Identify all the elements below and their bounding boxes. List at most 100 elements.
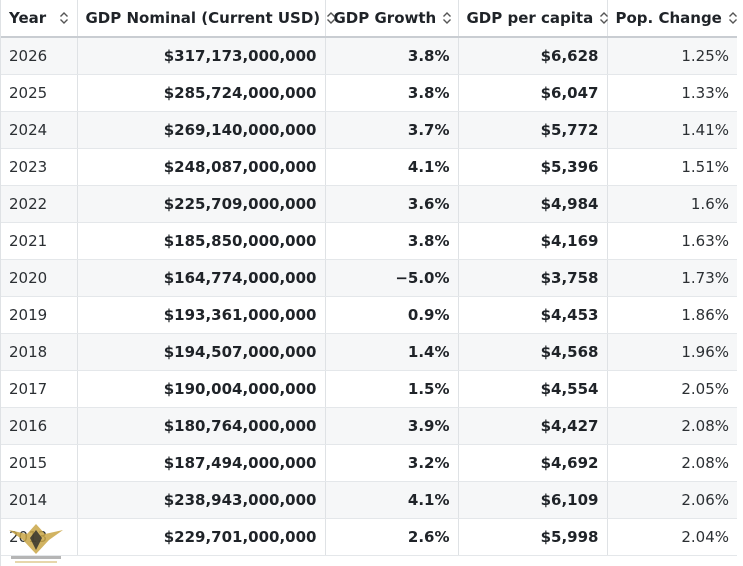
cell-gdp-nominal: $193,361,000,000 bbox=[77, 296, 326, 334]
table-row[interactable]: 2021 $185,850,000,000 3.8% $4,169 1.63% bbox=[1, 222, 737, 260]
cell-gdp-growth: 3.8% bbox=[325, 37, 459, 75]
cell-gdp-nominal: $229,701,000,000 bbox=[77, 518, 326, 556]
cell-gdp-per-capita: $4,427 bbox=[458, 407, 608, 445]
cell-gdp-nominal: $238,943,000,000 bbox=[77, 481, 326, 519]
cell-gdp-growth: 3.2% bbox=[325, 444, 459, 482]
cell-pop-change: 2.08% bbox=[607, 407, 737, 445]
cell-year: 2013 bbox=[1, 518, 78, 556]
cell-pop-change: 1.33% bbox=[607, 74, 737, 112]
cell-pop-change: 2.08% bbox=[607, 444, 737, 482]
cell-year: 2014 bbox=[1, 481, 78, 519]
gdp-data-table: Year GDP Nominal (Current USD) GDP Growth G… bbox=[1, 0, 737, 556]
cell-gdp-per-capita: $5,396 bbox=[458, 148, 608, 186]
cell-year: 2024 bbox=[1, 111, 78, 149]
cell-pop-change: 1.63% bbox=[607, 222, 737, 260]
column-header-year[interactable]: Year bbox=[1, 0, 78, 38]
cell-gdp-per-capita: $4,984 bbox=[458, 185, 608, 223]
cell-pop-change: 1.51% bbox=[607, 148, 737, 186]
sort-updown-icon[interactable] bbox=[599, 11, 609, 25]
column-header-label: Pop. Change bbox=[615, 9, 722, 27]
column-header-label: GDP Growth bbox=[333, 9, 437, 27]
cell-gdp-growth: 3.9% bbox=[325, 407, 459, 445]
sort-updown-icon[interactable] bbox=[326, 11, 336, 25]
cell-gdp-nominal: $190,004,000,000 bbox=[77, 370, 326, 408]
cell-pop-change: 1.6% bbox=[607, 185, 737, 223]
cell-gdp-nominal: $317,173,000,000 bbox=[77, 37, 326, 75]
cell-gdp-per-capita: $6,109 bbox=[458, 481, 608, 519]
cell-gdp-nominal: $194,507,000,000 bbox=[77, 333, 326, 371]
table-row[interactable]: 2024 $269,140,000,000 3.7% $5,772 1.41% bbox=[1, 111, 737, 149]
table-row[interactable]: 2020 $164,774,000,000 −5.0% $3,758 1.73% bbox=[1, 259, 737, 297]
column-header-label: GDP per capita bbox=[466, 9, 594, 27]
table-row[interactable]: 2017 $190,004,000,000 1.5% $4,554 2.05% bbox=[1, 370, 737, 408]
table-row[interactable]: 2023 $248,087,000,000 4.1% $5,396 1.51% bbox=[1, 148, 737, 186]
sort-updown-icon[interactable] bbox=[442, 11, 452, 25]
cell-year: 2026 bbox=[1, 37, 78, 75]
sort-updown-icon[interactable] bbox=[59, 11, 69, 25]
cell-gdp-nominal: $225,709,000,000 bbox=[77, 185, 326, 223]
cell-gdp-nominal: $185,850,000,000 bbox=[77, 222, 326, 260]
cell-gdp-nominal: $248,087,000,000 bbox=[77, 148, 326, 186]
column-header-gdp[interactable]: GDP Nominal (Current USD) bbox=[77, 0, 336, 38]
cell-gdp-per-capita: $4,554 bbox=[458, 370, 608, 408]
cell-year: 2023 bbox=[1, 148, 78, 186]
cell-gdp-per-capita: $3,758 bbox=[458, 259, 608, 297]
cell-gdp-per-capita: $4,453 bbox=[458, 296, 608, 334]
table-row[interactable]: 2025 $285,724,000,000 3.8% $6,047 1.33% bbox=[1, 74, 737, 112]
cell-gdp-growth: 4.1% bbox=[325, 481, 459, 519]
cell-pop-change: 2.04% bbox=[607, 518, 737, 556]
column-header-pop-change[interactable]: Pop. Change bbox=[607, 0, 737, 38]
table-row[interactable]: 2026 $317,173,000,000 3.8% $6,628 1.25% bbox=[1, 37, 737, 75]
column-header-inner: GDP per capita bbox=[466, 9, 609, 27]
cell-gdp-growth: 3.7% bbox=[325, 111, 459, 149]
column-header-inner: Pop. Change bbox=[615, 9, 737, 27]
sort-updown-icon[interactable] bbox=[728, 11, 738, 25]
cell-gdp-growth: 3.8% bbox=[325, 74, 459, 112]
cell-gdp-per-capita: $6,628 bbox=[458, 37, 608, 75]
table-row[interactable]: 2022 $225,709,000,000 3.6% $4,984 1.6% bbox=[1, 185, 737, 223]
column-header-per-capita[interactable]: GDP per capita bbox=[458, 0, 609, 38]
column-header-growth[interactable]: GDP Growth bbox=[325, 0, 459, 38]
cell-pop-change: 2.06% bbox=[607, 481, 737, 519]
cell-gdp-nominal: $164,774,000,000 bbox=[77, 259, 326, 297]
cell-gdp-nominal: $285,724,000,000 bbox=[77, 74, 326, 112]
cell-gdp-growth: 3.6% bbox=[325, 185, 459, 223]
cell-year: 2020 bbox=[1, 259, 78, 297]
cell-gdp-growth: 0.9% bbox=[325, 296, 459, 334]
table-header: Year GDP Nominal (Current USD) GDP Growth G… bbox=[1, 0, 737, 38]
column-header-inner: GDP Nominal (Current USD) bbox=[86, 9, 336, 27]
cell-gdp-per-capita: $4,169 bbox=[458, 222, 608, 260]
cell-gdp-growth: −5.0% bbox=[325, 259, 459, 297]
table-body: 2026 $317,173,000,000 3.8% $6,628 1.25% 2025 $… bbox=[1, 37, 737, 556]
cell-pop-change: 1.73% bbox=[607, 259, 737, 297]
cell-gdp-nominal: $187,494,000,000 bbox=[77, 444, 326, 482]
cell-gdp-growth: 1.4% bbox=[325, 333, 459, 371]
cell-gdp-per-capita: $4,692 bbox=[458, 444, 608, 482]
table-row[interactable]: 2016 $180,764,000,000 3.9% $4,427 2.08% bbox=[1, 407, 737, 445]
cell-gdp-growth: 3.8% bbox=[325, 222, 459, 260]
table-row[interactable]: 2015 $187,494,000,000 3.2% $4,692 2.08% bbox=[1, 444, 737, 482]
cell-pop-change: 1.41% bbox=[607, 111, 737, 149]
table-row[interactable]: 2014 $238,943,000,000 4.1% $6,109 2.06% bbox=[1, 481, 737, 519]
cell-year: 2015 bbox=[1, 444, 78, 482]
cell-gdp-growth: 4.1% bbox=[325, 148, 459, 186]
cell-gdp-per-capita: $6,047 bbox=[458, 74, 608, 112]
table-row[interactable]: 2018 $194,507,000,000 1.4% $4,568 1.96% bbox=[1, 333, 737, 371]
cell-year: 2018 bbox=[1, 333, 78, 371]
cell-pop-change: 1.96% bbox=[607, 333, 737, 371]
cell-gdp-per-capita: $5,772 bbox=[458, 111, 608, 149]
table-row[interactable]: 2013 $229,701,000,000 2.6% $5,998 2.04% bbox=[1, 518, 737, 556]
cell-gdp-growth: 2.6% bbox=[325, 518, 459, 556]
cell-gdp-nominal: $269,140,000,000 bbox=[77, 111, 326, 149]
cell-year: 2025 bbox=[1, 74, 78, 112]
column-header-inner: GDP Growth bbox=[333, 9, 452, 27]
cell-pop-change: 2.05% bbox=[607, 370, 737, 408]
cell-gdp-per-capita: $4,568 bbox=[458, 333, 608, 371]
cell-gdp-per-capita: $5,998 bbox=[458, 518, 608, 556]
cell-pop-change: 1.86% bbox=[607, 296, 737, 334]
cell-year: 2022 bbox=[1, 185, 78, 223]
cell-pop-change: 1.25% bbox=[607, 37, 737, 75]
table-row[interactable]: 2019 $193,361,000,000 0.9% $4,453 1.86% bbox=[1, 296, 737, 334]
cell-gdp-nominal: $180,764,000,000 bbox=[77, 407, 326, 445]
